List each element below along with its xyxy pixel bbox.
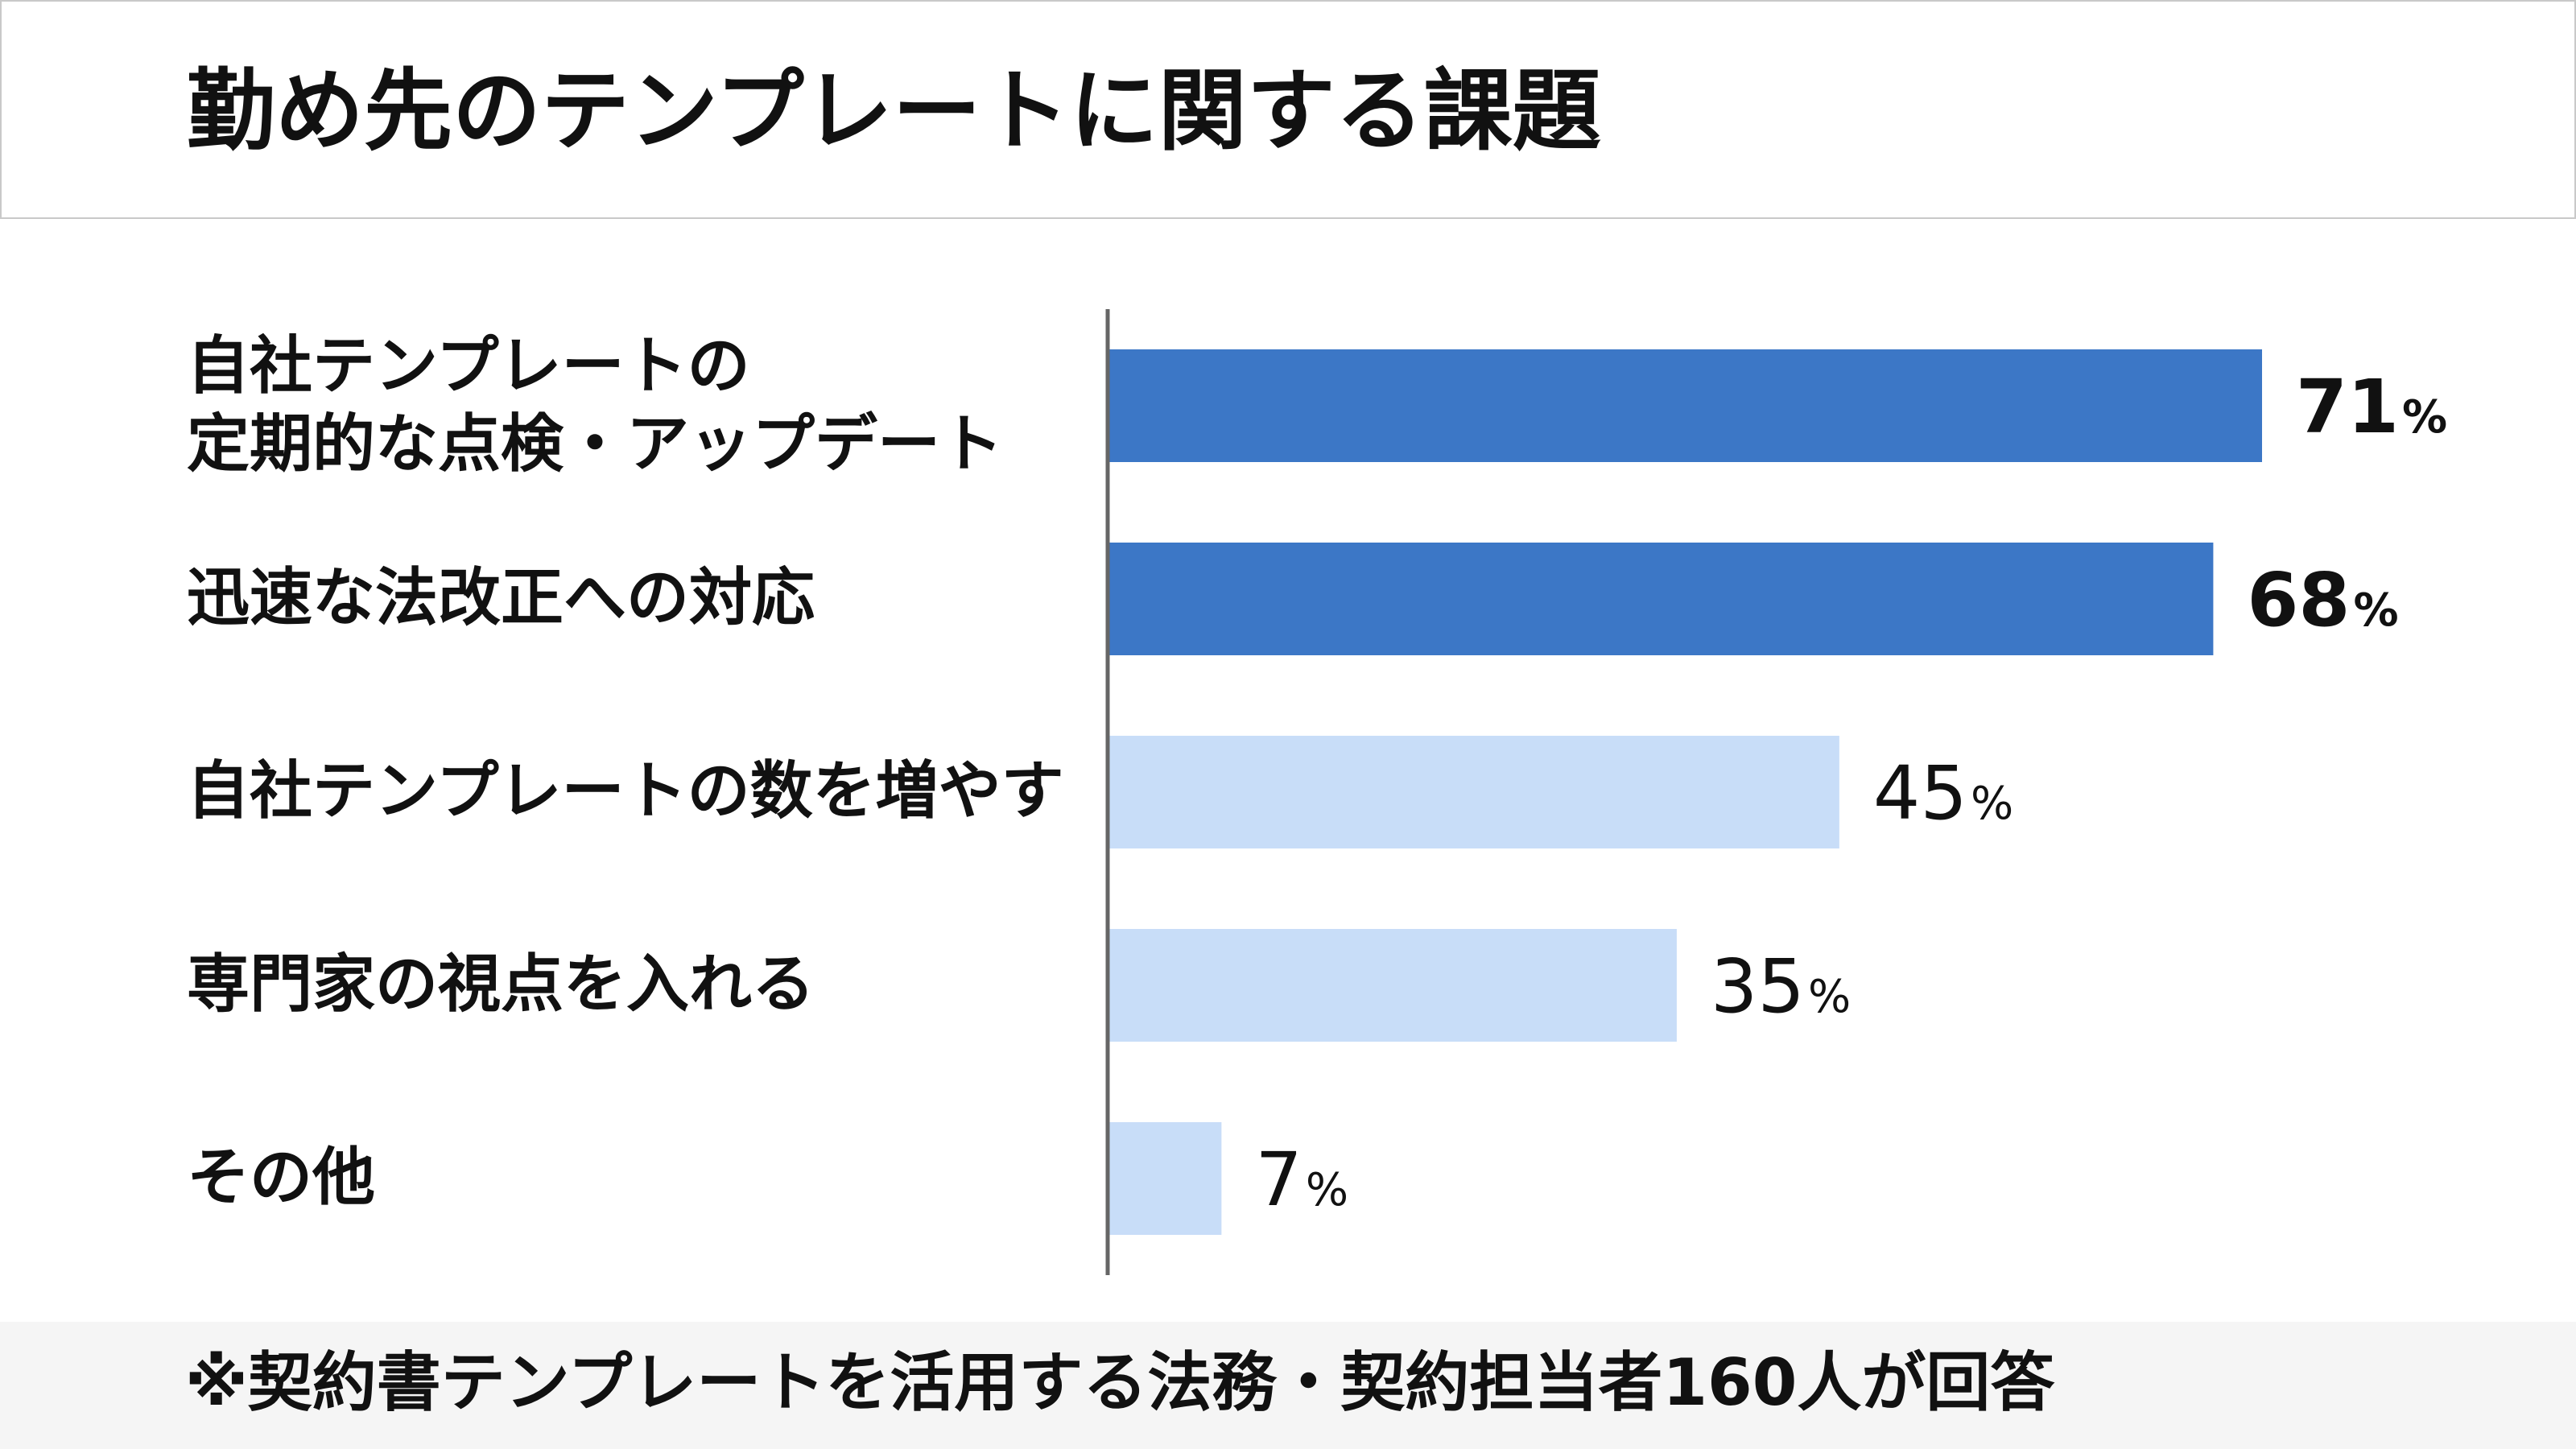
value-label-4: 35% (1711, 950, 1851, 1024)
category-label-2: 迅速な法改正への対応 (187, 559, 815, 638)
bar-2 (1108, 543, 2214, 655)
bar-5 (1108, 1122, 1222, 1235)
footnote-box: ※契約書テンプレートを活用する法務・契約担当者160人が回答 (0, 1322, 2576, 1449)
value-unit: % (1807, 971, 1852, 1023)
category-label-line: 定期的な点検・アップデート (187, 408, 1004, 481)
value-label-2: 68% (2247, 564, 2398, 638)
category-label-line: 自社テンプレートの数を増やす (187, 755, 1064, 828)
value-number: 35 (1710, 943, 1805, 1030)
bar-4 (1108, 929, 1677, 1042)
category-label-4: 専門家の視点を入れる (187, 946, 815, 1025)
value-unit: % (2353, 584, 2399, 637)
value-number: 68 (2247, 557, 2351, 643)
value-label-3: 45% (1873, 757, 2013, 831)
category-label-3: 自社テンプレートの数を増やす (187, 753, 1064, 832)
category-label-line: その他 (187, 1141, 376, 1215)
title-box: 勤め先のテンプレートに関する課題 (0, 0, 2576, 219)
category-label-line: 自社テンプレートの (187, 329, 750, 402)
value-unit: % (1970, 778, 2014, 830)
page-title: 勤め先のテンプレートに関する課題 (187, 60, 1601, 163)
value-label-1: 71% (2296, 370, 2447, 444)
value-number: 71 (2296, 364, 2400, 450)
category-label-line: 専門家の視点を入れる (187, 948, 815, 1022)
value-unit: % (2402, 391, 2448, 444)
footnote: ※契約書テンプレートを活用する法務・契約担当者160人が回答 (185, 1345, 2055, 1420)
category-label-1: 自社テンプレートの 定期的な点検・アップデート (187, 328, 1003, 485)
bar-1 (1108, 349, 2262, 462)
category-label-line: 迅速な法改正への対応 (187, 562, 815, 635)
bar-3 (1108, 736, 1839, 848)
value-unit: % (1305, 1164, 1349, 1216)
value-label-5: 7% (1255, 1143, 1348, 1217)
value-number: 45 (1872, 750, 1967, 836)
category-label-5: その他 (187, 1139, 375, 1218)
value-number: 7 (1255, 1137, 1302, 1223)
